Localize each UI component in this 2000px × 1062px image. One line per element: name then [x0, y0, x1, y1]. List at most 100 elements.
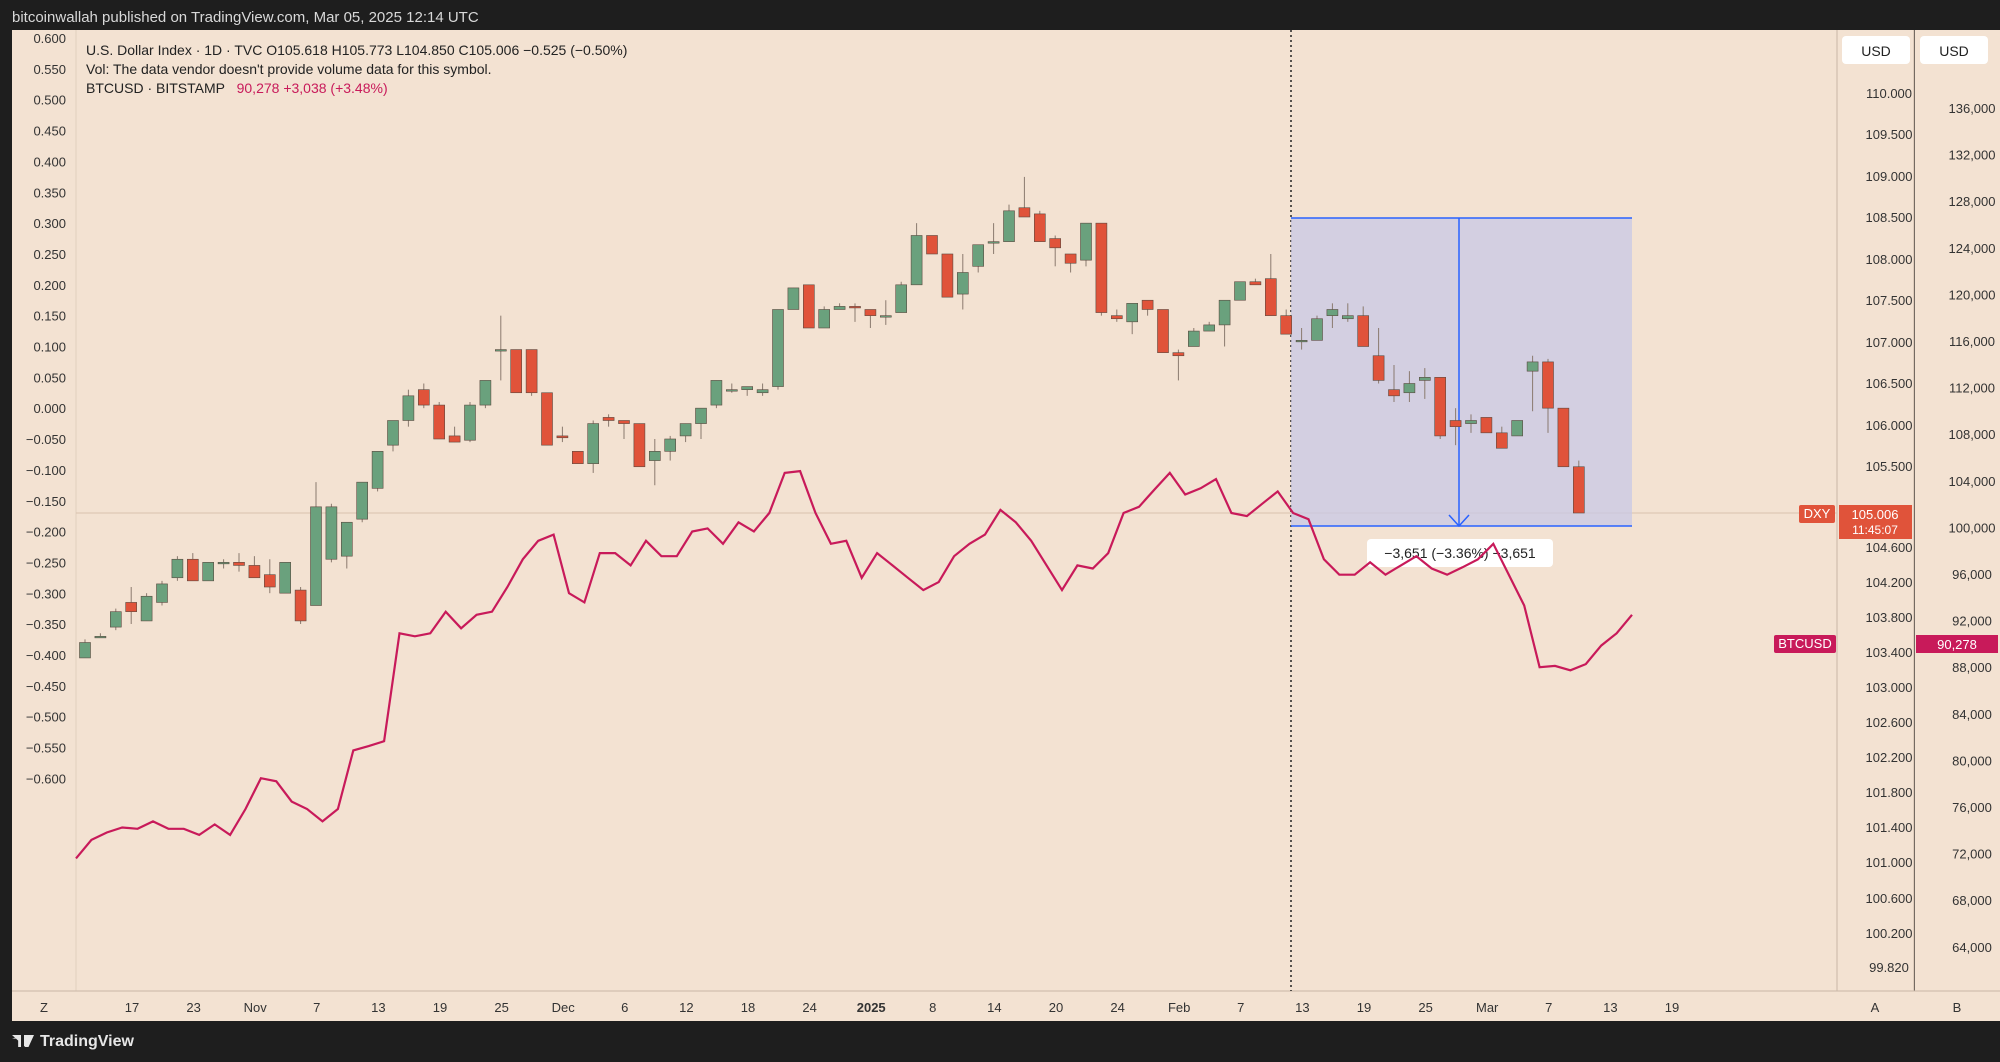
candle-body	[679, 423, 692, 437]
left-axis-tick: −0.150	[26, 494, 66, 509]
candle-body	[618, 420, 630, 424]
candle-body	[1496, 432, 1508, 449]
dxy-candles[interactable]	[79, 176, 1585, 659]
time-axis-tick: 19	[433, 1000, 447, 1015]
candle-body	[772, 309, 784, 387]
left-axis-tick: 0.000	[33, 401, 66, 416]
scale-b-pane[interactable]	[1915, 30, 2000, 991]
chart-area[interactable]: −3,651 (−3.36%) −3,651 0.6000.5500.5000.…	[12, 30, 2000, 1021]
measure-tool[interactable]: −3,651 (−3.36%) −3,651	[1291, 217, 1632, 567]
zoom-button[interactable]: Z	[40, 1000, 48, 1015]
dxy-axis-tick: 100.600	[1866, 891, 1913, 906]
btc-axis-tick: 100,000	[1949, 520, 1996, 535]
left-axis-tick: −0.300	[26, 586, 66, 601]
btc-axis-tick: 132,000	[1949, 148, 1996, 163]
candle-body	[1511, 420, 1523, 437]
dxy-price-value: 105.006	[1852, 507, 1899, 522]
time-axis-tick: 7	[1545, 1000, 1552, 1015]
left-axis-tick: 0.250	[33, 247, 66, 262]
candle-body	[1434, 377, 1446, 437]
time-axis-tick: Mar	[1476, 1000, 1499, 1015]
candle-body	[233, 562, 245, 566]
left-axis-tick: −0.450	[26, 679, 66, 694]
candle-body	[1095, 222, 1108, 313]
left-axis-tick: 0.200	[33, 278, 66, 293]
left-axis-tick: 0.350	[33, 185, 66, 200]
btc-axis-tick: 92,000	[1952, 614, 1992, 629]
candle-body	[956, 272, 969, 295]
time-axis-pane[interactable]	[12, 991, 2000, 1021]
btc-axis: 136,000 132,000 128,000 124,000 120,000 116,0…	[1949, 101, 1996, 955]
currency-a-button[interactable]	[1842, 36, 1910, 64]
left-axis-tick: 0.500	[33, 93, 66, 108]
dxy-axis-tick: 101.000	[1866, 855, 1913, 870]
time-axis-tick: 23	[186, 1000, 200, 1015]
auto-scale-a-button[interactable]: A	[1871, 1000, 1880, 1015]
candle-body	[371, 451, 384, 489]
candle-body	[802, 284, 815, 329]
dxy-axis: 110.000 109.500 109.000 108.500 108.000 107.5…	[1866, 86, 1913, 975]
time-axis: 17 23 Nov 7 13 19 25 Dec 6 12 18 24 2025 8 14 20 24 Feb 7 1…	[125, 1000, 1679, 1015]
tradingview-brand: TradingView	[40, 1033, 134, 1050]
candle-body	[310, 506, 322, 606]
candle-body	[433, 404, 446, 440]
candle-body	[356, 481, 369, 520]
candle-body	[941, 253, 954, 298]
candle-body	[187, 558, 199, 582]
btc-axis-tick: 84,000	[1952, 707, 1992, 722]
time-axis-tick: 19	[1665, 1000, 1679, 1015]
candle-body	[664, 438, 677, 452]
candle-body	[1018, 207, 1031, 218]
dxy-axis-tick: 109.500	[1866, 127, 1913, 142]
candle-body	[1526, 361, 1539, 372]
dxy-price-tag	[1839, 505, 1912, 539]
dxy-axis-tick: 108.000	[1866, 252, 1913, 267]
time-axis-tick: Feb	[1168, 1000, 1190, 1015]
time-axis-tick: 12	[679, 1000, 693, 1015]
left-axis-tick: 0.550	[33, 62, 66, 77]
btc-axis-tick: 76,000	[1952, 800, 1992, 815]
time-axis-tick: 14	[987, 1000, 1001, 1015]
candle-body	[510, 349, 523, 394]
btc-axis-tick: 104,000	[1949, 474, 1996, 489]
candle-body	[1003, 210, 1015, 242]
candle-body	[264, 574, 276, 588]
left-axis-tick: −0.600	[26, 771, 66, 786]
time-axis-tick: 8	[929, 1000, 936, 1015]
currency-b-button[interactable]	[1920, 36, 1988, 64]
btc-axis-tick: 128,000	[1949, 194, 1996, 209]
footer-bar: TradingView	[0, 1021, 2000, 1062]
btc-symbol-tag	[1774, 635, 1836, 653]
time-axis-tick: 17	[125, 1000, 139, 1015]
candle-body	[571, 451, 584, 464]
candle-body	[541, 392, 553, 446]
candle-body	[1573, 466, 1585, 514]
time-axis-tick: Dec	[552, 1000, 576, 1015]
measure-label: −3,651 (−3.36%) −3,651	[1384, 545, 1536, 561]
candle-body	[987, 241, 1000, 244]
candle-body	[818, 309, 831, 329]
candle-body	[110, 611, 122, 628]
candle-body	[556, 435, 569, 439]
btc-line[interactable]	[75, 469, 1633, 860]
auto-scale-b-button[interactable]: B	[1953, 1000, 1962, 1015]
candle-body	[1157, 309, 1169, 353]
btc-axis-tick: 108,000	[1949, 427, 1996, 442]
btc-axis-tick: 136,000	[1949, 101, 1996, 116]
time-axis-tick: Nov	[244, 1000, 268, 1015]
candle-body	[294, 589, 307, 622]
candle-body	[833, 306, 846, 310]
btc-axis-tick: 64,000	[1952, 940, 1992, 955]
dxy-axis-tick: 99.820	[1869, 960, 1909, 975]
publish-info: bitcoinwallah published on TradingView.c…	[12, 9, 479, 26]
candle-body	[202, 562, 214, 582]
candle-body	[910, 235, 923, 286]
left-axis-tick: 0.300	[33, 216, 66, 231]
candle-body	[1480, 417, 1493, 434]
legend-btc: BTCUSD · BITSTAMP 90,278 +3,038 (+3.48%)	[86, 80, 388, 96]
dxy-axis-tick: 101.400	[1866, 820, 1913, 835]
time-axis-tick: 6	[621, 1000, 628, 1015]
candle-body	[402, 395, 415, 421]
candle-body	[1419, 377, 1431, 381]
candle-body	[1295, 340, 1308, 343]
